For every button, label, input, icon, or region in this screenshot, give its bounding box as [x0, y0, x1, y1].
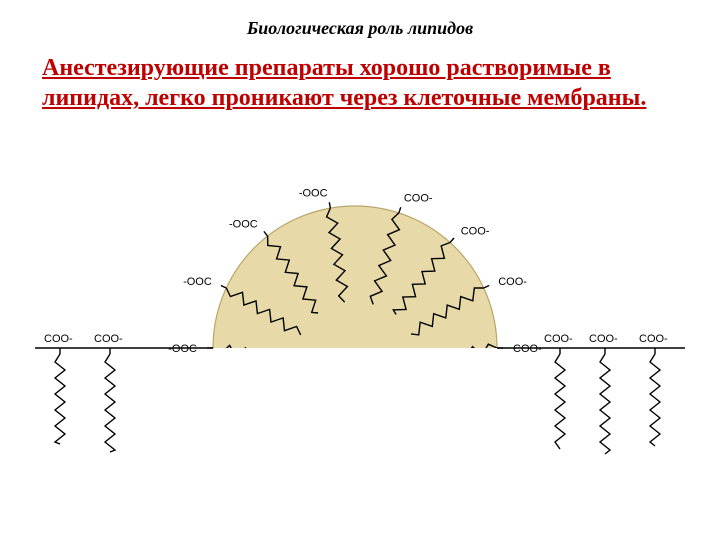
svg-text:COO-: COO- [498, 276, 527, 288]
lipid-diagram: COO-COO-COO-COO-COO--OOC-OOC-OOC-OOCCOO-… [0, 170, 720, 530]
svg-text:COO-: COO- [639, 333, 668, 345]
page-title: Биологическая роль липидов [0, 18, 720, 39]
svg-text:COO-: COO- [404, 193, 433, 205]
svg-text:COO-: COO- [461, 226, 490, 238]
lipid-flat: COO- [639, 333, 668, 446]
svg-text:-OOC: -OOC [183, 276, 212, 288]
svg-text:COO-: COO- [589, 333, 618, 345]
svg-text:-OOC: -OOC [299, 187, 328, 199]
lipid-flat: COO- [94, 333, 123, 452]
svg-text:-OOC: -OOC [168, 343, 197, 355]
slide-subtitle: Анестезирующие препараты хорошо раствори… [42, 53, 678, 113]
svg-text:COO-: COO- [513, 343, 542, 355]
lipid-flat: COO- [544, 333, 573, 449]
svg-text:COO-: COO- [44, 333, 73, 345]
lipid-flat: COO- [44, 333, 73, 444]
svg-text:-OOC: -OOC [229, 218, 258, 230]
svg-text:COO-: COO- [544, 333, 573, 345]
lipid-flat: COO- [589, 333, 618, 454]
svg-text:COO-: COO- [94, 333, 123, 345]
